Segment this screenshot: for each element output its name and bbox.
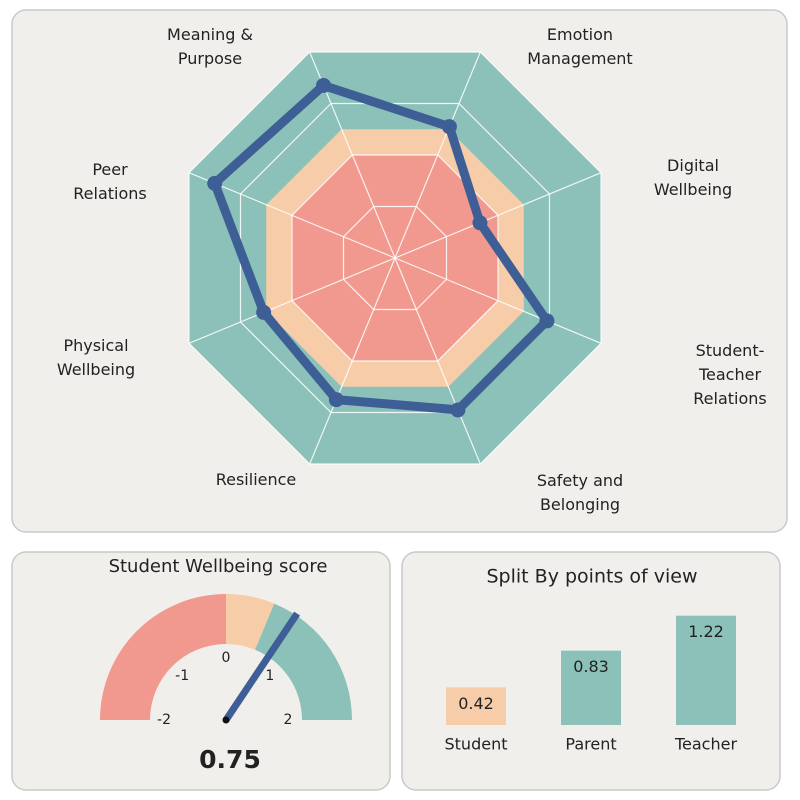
radar-spoke [394,51,481,259]
bar-value-label: 0.83 [573,657,609,676]
radar-spoke [188,172,396,259]
gauge-title: Student Wellbeing score [109,556,328,577]
radar-spoke [394,257,481,465]
gauge-needle [223,611,301,722]
radar-point [316,77,332,93]
radar-point [207,175,223,191]
gauge-band [226,594,275,650]
radar-axis-label: Digital Wellbeing [653,156,733,199]
bar-category-label: Parent [565,735,616,754]
radar-point [450,402,466,418]
gauge-tick-label: 2 [284,712,293,728]
radar-axis-label: Emotion Management [527,25,633,68]
radar-point [472,215,488,231]
radar-axis-label: Meaning & Purpose [167,25,253,68]
radar-spoke [309,257,396,465]
bar-category-label: Teacher [674,735,737,754]
gauge-hub [222,716,230,724]
radar-axis-label: Resilience [215,470,297,489]
bar-category-label: Student [445,735,508,754]
bar-title: Split By points of view [487,566,698,588]
radar-spoke [188,257,396,344]
radar-axis-label: Safety and Belonging [536,471,624,514]
radar-point [441,119,457,135]
gauge-tick-label: -2 [157,712,171,728]
radar-point [256,304,272,320]
radar-point [539,313,555,329]
gauge-tick-label: 1 [265,668,274,684]
radar-spoke [394,257,602,344]
radar-spoke [394,172,602,259]
bar [676,615,736,725]
radar-point [328,392,344,408]
bar-value-label: 1.22 [688,622,724,641]
radar-axis-label: Student-Teacher Relations [693,341,767,408]
gauge-value: 0.75 [199,745,261,774]
gauge-band [100,594,226,720]
bar [446,687,506,725]
gauge-tick-label: -1 [175,668,189,684]
bar [561,650,621,725]
gauge-band [255,603,352,720]
radar-axis-label: Physical Wellbeing [56,336,136,379]
bar-value-label: 0.42 [458,694,494,713]
radar-axis-label: Peer Relations [73,160,147,203]
gauge-panel [11,551,391,791]
gauge-tick-label: 0 [222,650,231,666]
